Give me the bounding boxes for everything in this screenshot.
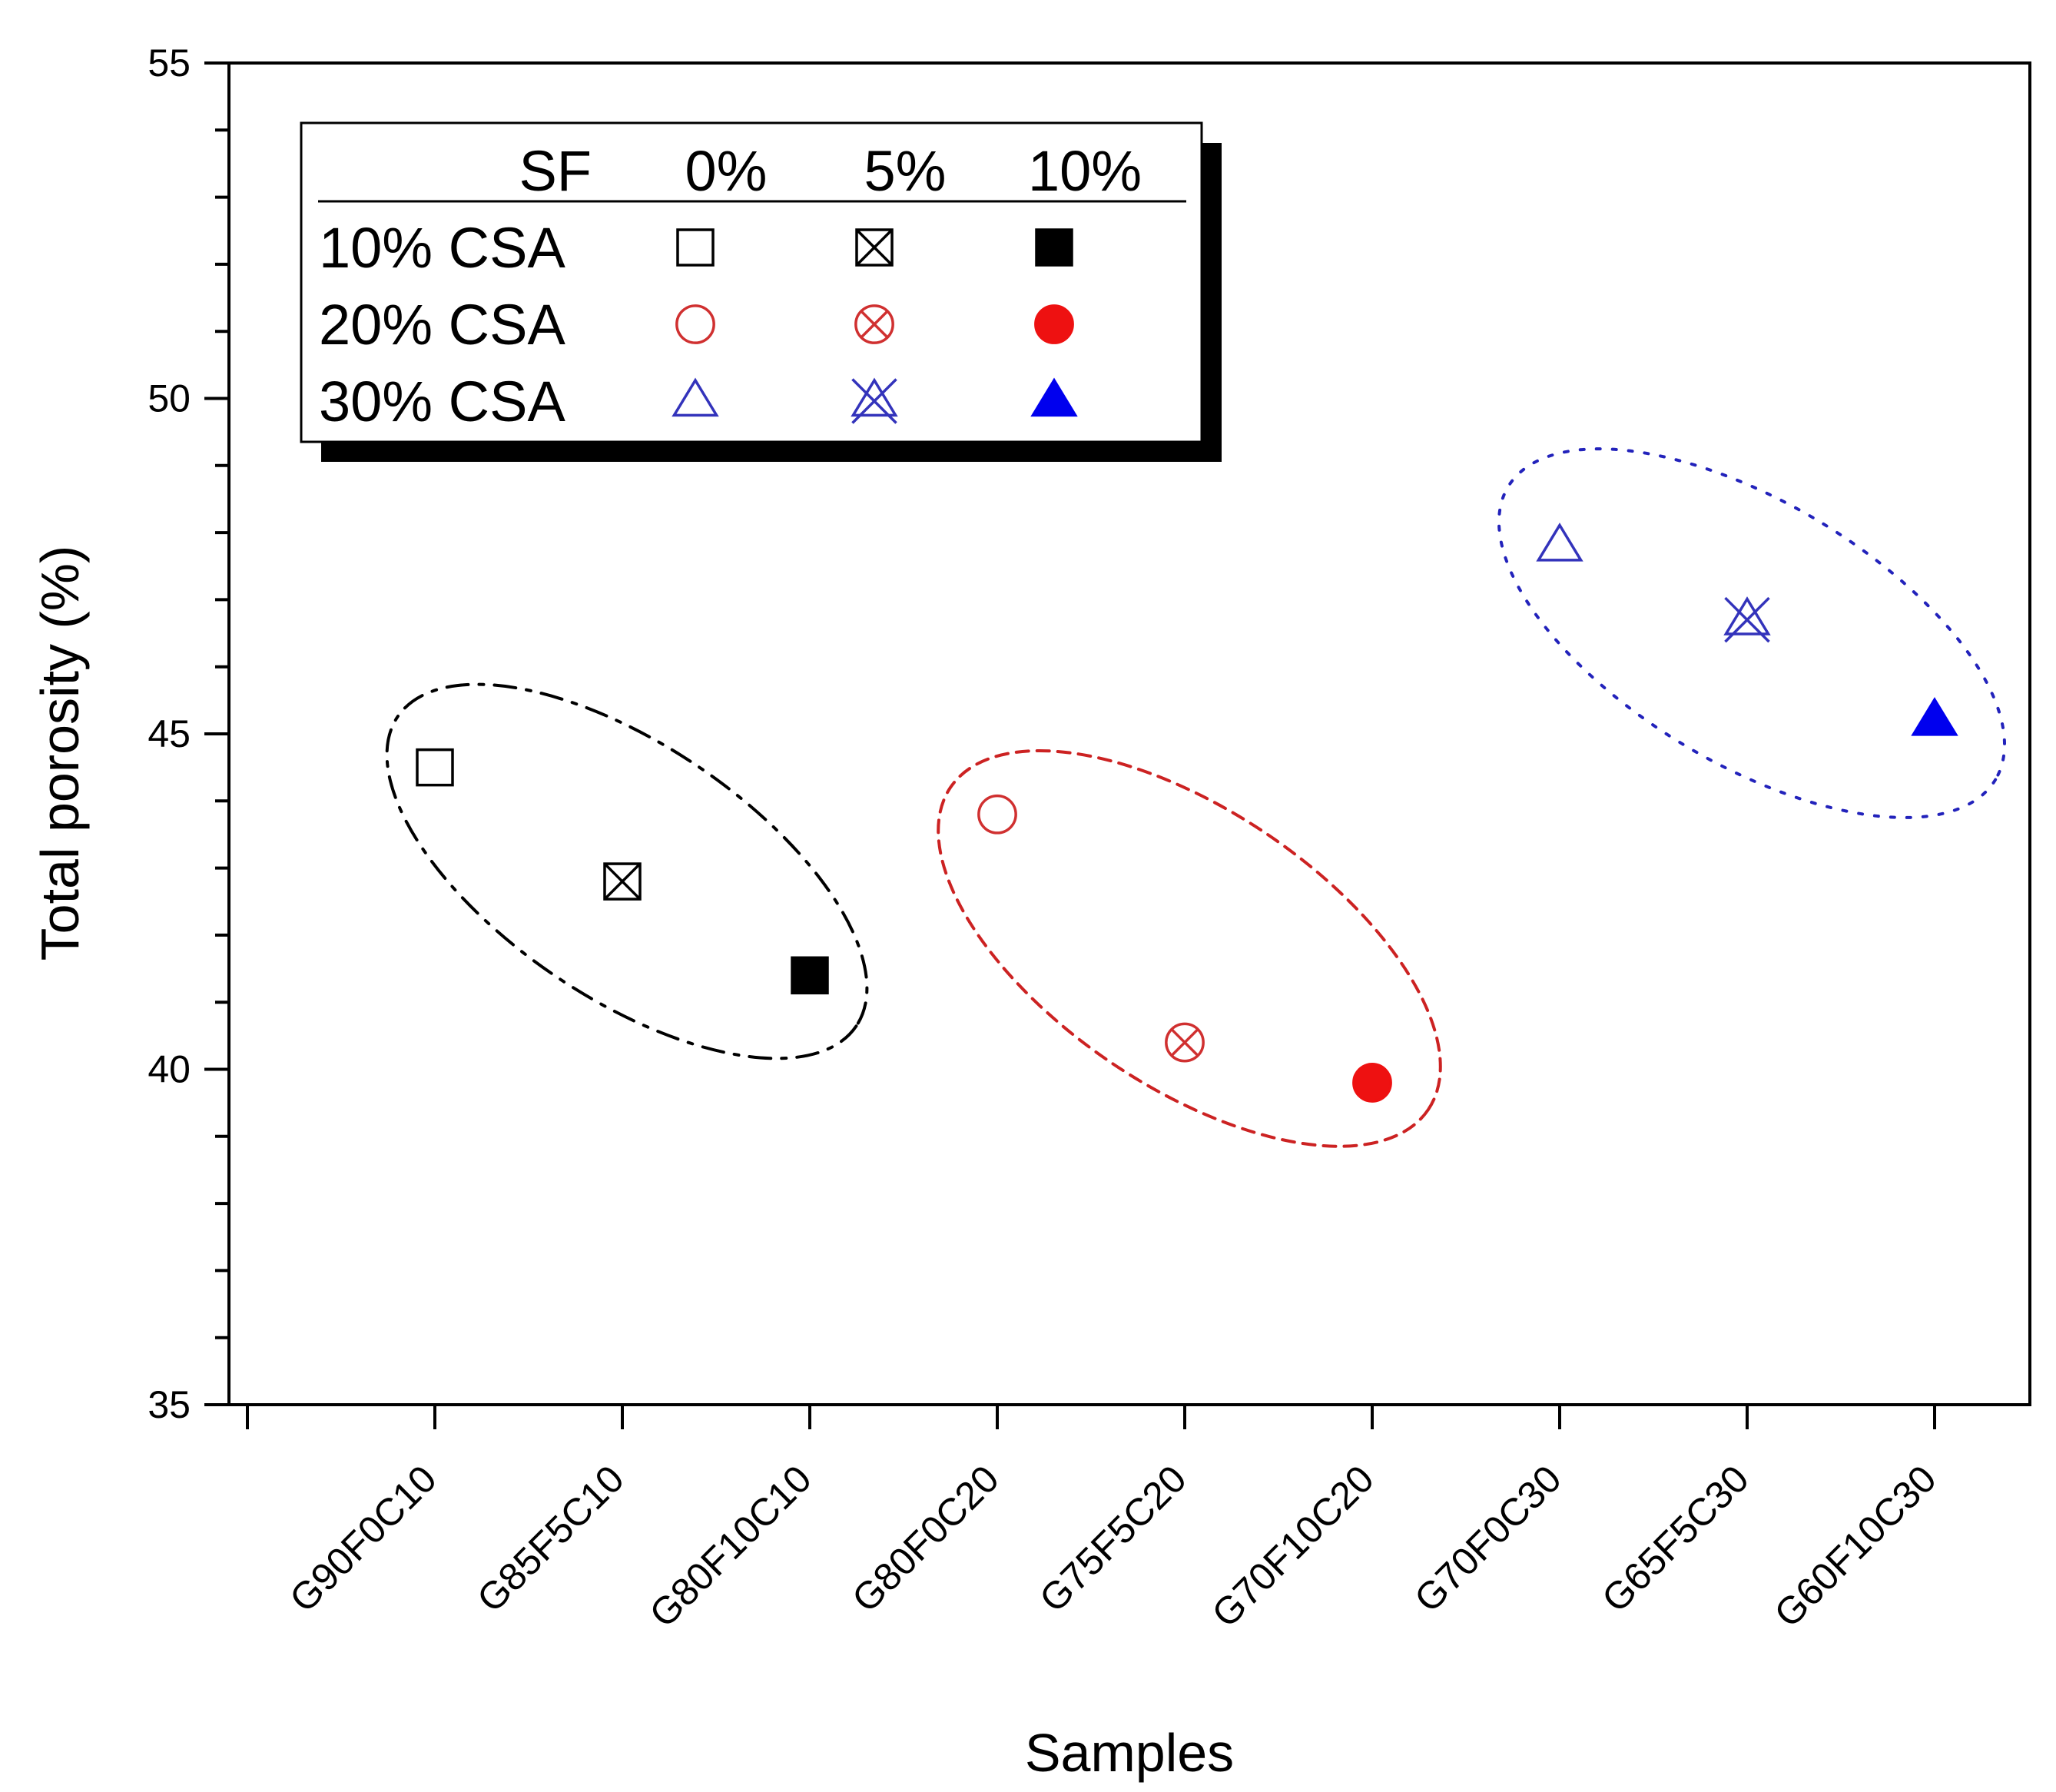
square-shape [676, 228, 715, 267]
circle-shape [1034, 304, 1074, 344]
circle-shape [1165, 1022, 1205, 1063]
marker-circle-x [854, 304, 894, 344]
legend-header-col: 5% [864, 139, 947, 203]
marker-triangle-filled [1030, 377, 1078, 417]
legend-row-label: 20% CSA [319, 293, 565, 357]
data-point [1165, 1022, 1205, 1063]
y-tick-label: 40 [148, 1048, 191, 1091]
group-ellipse [937, 748, 1442, 1148]
data-points [416, 523, 1958, 1103]
legend-header-sf: SF [519, 139, 592, 203]
cross-line [855, 228, 894, 267]
data-point [416, 748, 454, 787]
square-shape [416, 748, 454, 787]
square-shape [791, 956, 829, 995]
legend-header-col: 0% [685, 139, 768, 203]
circle-shape [854, 304, 894, 344]
triangle-shape [851, 377, 898, 417]
data-point [791, 956, 829, 995]
data-point [1911, 697, 1958, 736]
legend-row-label: 30% CSA [319, 370, 565, 433]
marker-square-open [676, 228, 715, 267]
cross-line [860, 310, 889, 339]
cross-line [851, 378, 897, 424]
triangle-shape [672, 377, 719, 417]
data-point [603, 862, 642, 901]
marker-circle-filled [1034, 304, 1074, 344]
triangle-shape [1030, 377, 1078, 417]
marker-triangle-x [851, 377, 898, 424]
data-point [977, 794, 1017, 835]
cross-line [603, 862, 642, 901]
y-axis: 35 40 45 50 55 [148, 41, 229, 1426]
group-ellipse [1497, 447, 2007, 819]
x-axis-title: Samples [1025, 1723, 1234, 1783]
cross-line [1170, 1027, 1199, 1057]
cross-line [1724, 596, 1770, 643]
legend: SF 0% 5% 10% 10% CSA 20% CSA 30% CSA [300, 121, 1222, 462]
group-ellipses [385, 447, 2007, 1148]
circle-shape [1352, 1063, 1392, 1103]
group-ellipse [385, 682, 869, 1060]
y-tick-label: 35 [148, 1383, 191, 1426]
legend-header-col: 10% [1028, 139, 1142, 203]
data-point [1352, 1063, 1392, 1103]
data-point [1536, 523, 1583, 562]
circle-shape [675, 304, 715, 344]
circle-shape [977, 794, 1017, 835]
triangle-shape [1723, 596, 1771, 635]
y-tick-label: 50 [148, 377, 191, 420]
triangle-shape [1911, 697, 1958, 736]
marker-square-x [855, 228, 894, 267]
y-axis-title: Total porosity (%) [30, 546, 90, 961]
legend-row-label: 10% CSA [319, 216, 565, 280]
marker-square-filled [1035, 228, 1073, 267]
y-tick-label: 45 [148, 712, 191, 755]
data-point [1723, 596, 1771, 643]
y-tick-label: 55 [148, 41, 191, 85]
square-shape [1035, 228, 1073, 267]
marker-circle-open [675, 304, 715, 344]
square-shape [855, 228, 894, 267]
square-shape [603, 862, 642, 901]
marker-triangle-open [672, 377, 719, 417]
triangle-shape [1536, 523, 1583, 562]
